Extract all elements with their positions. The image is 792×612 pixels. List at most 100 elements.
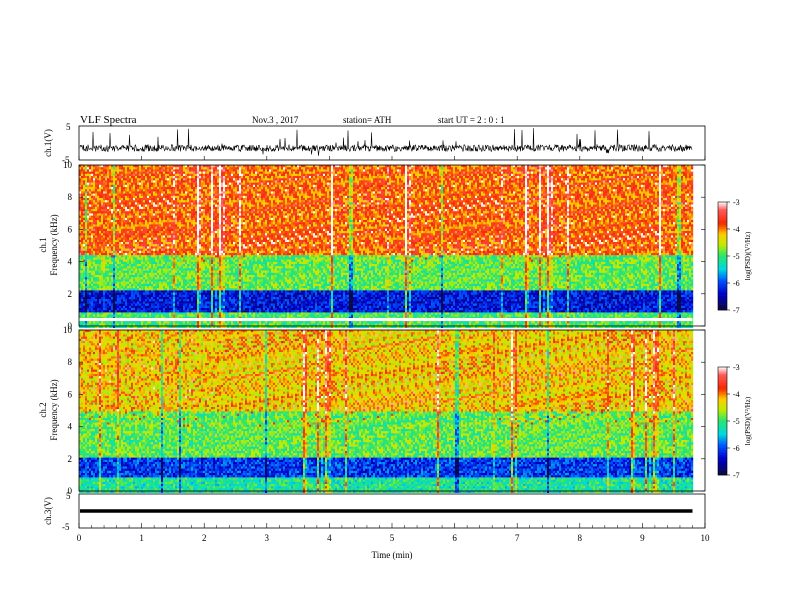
spectrogram-cell: [87, 264, 89, 266]
spectrogram-cell: [91, 246, 93, 248]
spectrogram-cell: [93, 220, 95, 222]
spectrogram-cell: [105, 264, 107, 266]
spectrogram-cell: [99, 288, 101, 290]
spectrogram-cell: [87, 200, 89, 202]
spectrogram-cell: [81, 244, 83, 246]
spectrogram-cell: [97, 191, 99, 193]
spectrogram-cell: [95, 183, 97, 185]
spectrogram-cell: [85, 264, 87, 266]
spectrogram-cell: [101, 323, 103, 325]
spectrogram-cell: [97, 196, 99, 198]
spectrogram-cell: [81, 176, 83, 178]
spectrogram-cell: [81, 222, 83, 224]
spectrogram-cell: [103, 295, 105, 297]
spectrogram-cell: [97, 211, 99, 213]
spectrogram-cell: [103, 279, 105, 281]
spectrogram-cell: [93, 323, 95, 325]
spectrogram-cell: [97, 235, 99, 237]
spectrogram-cell: [81, 200, 83, 202]
spectrogram-cell: [101, 279, 103, 281]
spectrogram-cell: [89, 242, 91, 244]
vlf-spectra-figure: VLF Spectra Nov.3 , 2017 station= ATH st…: [0, 0, 792, 612]
spectrogram-cell: [105, 218, 107, 220]
spectrogram-cell: [89, 172, 91, 174]
spectrogram-cell: [85, 169, 87, 171]
spectrogram-cell: [95, 244, 97, 246]
spectrogram-cell: [87, 238, 89, 240]
spectrogram-cell: [85, 257, 87, 259]
spectrogram-cell: [103, 315, 105, 317]
spectrogram-cell: [97, 275, 99, 277]
spectrogram-cell: [99, 231, 101, 233]
spectrogram-cell: [83, 255, 85, 257]
spectrogram-cell: [85, 209, 87, 211]
spectrogram-cell: [85, 266, 87, 268]
spectrogram-cell: [83, 282, 85, 284]
spectrogram-cell: [103, 183, 105, 185]
spectrogram-cell: [89, 233, 91, 235]
spectrogram-cell: [97, 268, 99, 270]
spectrogram-cell: [81, 286, 83, 288]
spectrogram-cell: [89, 229, 91, 231]
spectrogram-cell: [89, 266, 91, 268]
spectrogram-cell: [93, 297, 95, 299]
spectrogram-cell: [105, 260, 107, 262]
spectrogram-cell: [83, 277, 85, 279]
spectrogram-cell: [101, 218, 103, 220]
spectrogram-cell: [91, 251, 93, 253]
spectrogram-cell: [87, 220, 89, 222]
spectrogram-cell: [101, 167, 103, 169]
spectrogram-cell: [97, 253, 99, 255]
spectrogram-cell: [85, 304, 87, 306]
spectrogram-cell: [85, 299, 87, 301]
spectrogram-cell: [85, 295, 87, 297]
spectrogram-cell: [91, 227, 93, 229]
spectrogram-cell: [87, 321, 89, 323]
spectrogram-cell: [101, 262, 103, 264]
spectrogram-cell: [83, 304, 85, 306]
spectrogram-cell: [85, 227, 87, 229]
spectrogram-cell: [103, 268, 105, 270]
spectrogram-cell: [105, 257, 107, 259]
spectrogram-cell: [91, 224, 93, 226]
spectrogram-cell: [85, 312, 87, 314]
spectrogram-cell: [103, 194, 105, 196]
spectrogram-cell: [93, 293, 95, 295]
spectrogram-cell: [99, 169, 101, 171]
spectrogram-cell: [93, 244, 95, 246]
spectrogram-cell: [99, 297, 101, 299]
spectrogram-cell: [103, 308, 105, 310]
spectrogram-cell: [81, 227, 83, 229]
spectrogram-cell: [83, 242, 85, 244]
spectrogram-cell: [87, 286, 89, 288]
station-label: station= ATH: [343, 115, 392, 125]
spectrogram-cell: [101, 266, 103, 268]
spectrogram-cell: [103, 167, 105, 169]
spectrogram-cell: [95, 312, 97, 314]
spectrogram-cell: [87, 288, 89, 290]
spectrogram-cell: [97, 231, 99, 233]
spectrogram-cell: [97, 273, 99, 275]
spectrogram-cell: [91, 277, 93, 279]
spectrogram-cell: [101, 229, 103, 231]
spectrogram-cell: [89, 216, 91, 218]
spectrogram-cell: [81, 180, 83, 182]
spectrogram-cell: [89, 191, 91, 193]
spectrogram-cell: [93, 224, 95, 226]
spectrogram-cell: [93, 238, 95, 240]
spectrogram-cell: [81, 321, 83, 323]
spectrogram-cell: [87, 176, 89, 178]
spectrogram-cell: [91, 213, 93, 215]
spectrogram-cell: [91, 255, 93, 257]
spectrogram-cell: [81, 304, 83, 306]
spectrogram-cell: [85, 180, 87, 182]
spectrogram-cell: [95, 176, 97, 178]
spectrogram-cell: [89, 167, 91, 169]
spectrogram-cell: [85, 297, 87, 299]
spectrogram-cell: [87, 299, 89, 301]
ch1-ylabel: ch.1(V): [43, 129, 53, 157]
spectrogram-cell: [95, 200, 97, 202]
spectrogram-cell: [105, 198, 107, 200]
spectrogram-cell: [81, 194, 83, 196]
spectrogram-cell: [89, 308, 91, 310]
